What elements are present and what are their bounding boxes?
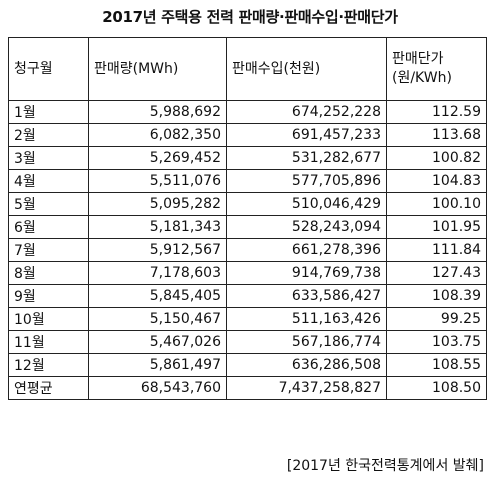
table-header-row: 청구월 판매량(MWh) 판매수입(천원) 판매단가 (원/KWh) [8, 37, 487, 101]
cell-price: 108.50 [386, 376, 487, 400]
cell-month: 7월 [8, 238, 89, 262]
cell-revenue: 691,457,233 [226, 123, 387, 147]
cell-revenue: 661,278,396 [226, 238, 387, 262]
header-unit-price-line2: (원/KWh) [392, 70, 452, 86]
table-row: 9월 5,845,405 633,586,427 108.39 [8, 284, 487, 308]
cell-volume: 5,861,497 [88, 353, 227, 377]
cell-revenue: 510,046,429 [226, 192, 387, 216]
cell-month: 2월 [8, 123, 89, 147]
source-note: [2017년 한국전력통계에서 발췌] [286, 458, 484, 474]
cell-price: 100.10 [386, 192, 487, 216]
cell-volume: 5,467,026 [88, 330, 227, 354]
cell-volume: 5,269,452 [88, 146, 227, 170]
cell-revenue: 531,282,677 [226, 146, 387, 170]
cell-revenue: 567,186,774 [226, 330, 387, 354]
cell-volume: 5,095,282 [88, 192, 227, 216]
header-unit-price: 판매단가 (원/KWh) [386, 37, 487, 101]
cell-month: 1월 [8, 100, 89, 124]
cell-month: 3월 [8, 146, 89, 170]
table-row: 5월 5,095,282 510,046,429 100.10 [8, 192, 487, 216]
table-row: 연평균 68,543,760 7,437,258,827 108.50 [8, 376, 487, 400]
cell-volume: 5,181,343 [88, 215, 227, 239]
cell-revenue: 511,163,426 [226, 307, 387, 331]
cell-volume: 5,845,405 [88, 284, 227, 308]
header-sales-revenue: 판매수입(천원) [226, 37, 387, 101]
cell-price: 108.39 [386, 284, 487, 308]
cell-revenue: 914,769,738 [226, 261, 387, 285]
cell-revenue: 528,243,094 [226, 215, 387, 239]
cell-month: 8월 [8, 261, 89, 285]
cell-revenue: 7,437,258,827 [226, 376, 387, 400]
table-row: 4월 5,511,076 577,705,896 104.83 [8, 169, 487, 193]
table-body: 1월 5,988,692 674,252,228 112.59 2월 6,082,350 6… [8, 100, 487, 400]
table-row: 1월 5,988,692 674,252,228 112.59 [8, 100, 487, 124]
table-row: 12월 5,861,497 636,286,508 108.55 [8, 353, 487, 377]
table-row: 11월 5,467,026 567,186,774 103.75 [8, 330, 487, 354]
cell-price: 113.68 [386, 123, 487, 147]
cell-revenue: 636,286,508 [226, 353, 387, 377]
cell-volume: 6,082,350 [88, 123, 227, 147]
cell-revenue: 633,586,427 [226, 284, 387, 308]
header-billing-month: 청구월 [8, 37, 89, 101]
electricity-sales-table: 청구월 판매량(MWh) 판매수입(천원) 판매단가 (원/KWh) 1월 5,9… [8, 37, 487, 400]
table-row: 3월 5,269,452 531,282,677 100.82 [8, 146, 487, 170]
cell-price: 103.75 [386, 330, 487, 354]
cell-price: 100.82 [386, 146, 487, 170]
table-row: 6월 5,181,343 528,243,094 101.95 [8, 215, 487, 239]
cell-month: 12월 [8, 353, 89, 377]
cell-month: 9월 [8, 284, 89, 308]
cell-price: 101.95 [386, 215, 487, 239]
cell-month: 4월 [8, 169, 89, 193]
cell-price: 104.83 [386, 169, 487, 193]
cell-month: 연평균 [8, 376, 89, 400]
cell-volume: 68,543,760 [88, 376, 227, 400]
cell-month: 6월 [8, 215, 89, 239]
table-row: 10월 5,150,467 511,163,426 99.25 [8, 307, 487, 331]
cell-price: 112.59 [386, 100, 487, 124]
table-row: 7월 5,912,567 661,278,396 111.84 [8, 238, 487, 262]
cell-price: 127.43 [386, 261, 487, 285]
cell-month: 5월 [8, 192, 89, 216]
header-unit-price-line1: 판매단가 [392, 51, 444, 67]
cell-month: 11월 [8, 330, 89, 354]
cell-volume: 5,511,076 [88, 169, 227, 193]
cell-price: 111.84 [386, 238, 487, 262]
cell-revenue: 674,252,228 [226, 100, 387, 124]
cell-volume: 5,150,467 [88, 307, 227, 331]
cell-month: 10월 [8, 307, 89, 331]
cell-price: 108.55 [386, 353, 487, 377]
cell-volume: 5,988,692 [88, 100, 227, 124]
cell-price: 99.25 [386, 307, 487, 331]
cell-revenue: 577,705,896 [226, 169, 387, 193]
table-row: 8월 7,178,603 914,769,738 127.43 [8, 261, 487, 285]
document-title: 2017년 주택용 전력 판매량·판매수입·판매단가 [102, 8, 398, 26]
header-sales-volume: 판매량(MWh) [88, 37, 227, 101]
cell-volume: 7,178,603 [88, 261, 227, 285]
table-row: 2월 6,082,350 691,457,233 113.68 [8, 123, 487, 147]
cell-volume: 5,912,567 [88, 238, 227, 262]
